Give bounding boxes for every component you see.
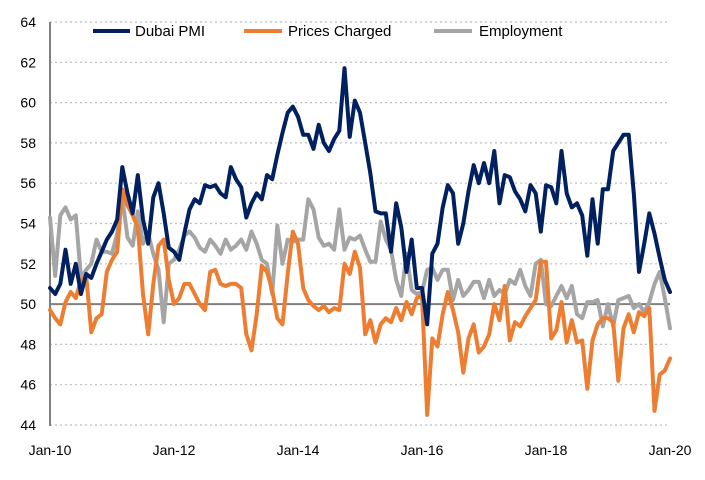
x-tick-label: Jan-18 <box>525 442 568 458</box>
y-tick-label: 58 <box>20 135 36 151</box>
legend-label-employment: Employment <box>479 23 563 40</box>
legend-label-dubai-pmi: Dubai PMI <box>135 23 205 40</box>
y-tick-label: 46 <box>20 377 36 393</box>
legend-label-prices-charged: Prices Charged <box>288 23 391 40</box>
series-line-prices-charged <box>48 187 672 417</box>
y-tick-label: 44 <box>20 417 36 433</box>
series-lines <box>48 66 672 417</box>
y-tick-label: 52 <box>20 256 36 272</box>
x-axis-ticks: Jan-10 Jan-12 Jan-14 Jan-16 Jan-18 Jan-20 <box>29 442 692 458</box>
y-tick-label: 50 <box>20 296 36 312</box>
y-tick-label: 54 <box>20 216 36 232</box>
series-line-dubai-pmi <box>48 66 672 327</box>
y-axis-ticks: 44 46 48 50 52 54 56 58 60 62 64 <box>20 14 36 433</box>
y-tick-label: 48 <box>20 336 36 352</box>
y-tick-label: 60 <box>20 95 36 111</box>
x-tick-label: Jan-12 <box>153 442 196 458</box>
y-tick-label: 64 <box>20 14 36 30</box>
x-tick-label: Jan-10 <box>29 442 72 458</box>
y-tick-label: 62 <box>20 54 36 70</box>
series-line-employment <box>48 195 672 331</box>
y-tick-label: 56 <box>20 175 36 191</box>
x-tick-label: Jan-20 <box>649 442 692 458</box>
legend: Dubai PMI Prices Charged Employment <box>93 23 563 40</box>
x-tick-label: Jan-16 <box>401 442 444 458</box>
x-tick-label: Jan-14 <box>277 442 320 458</box>
